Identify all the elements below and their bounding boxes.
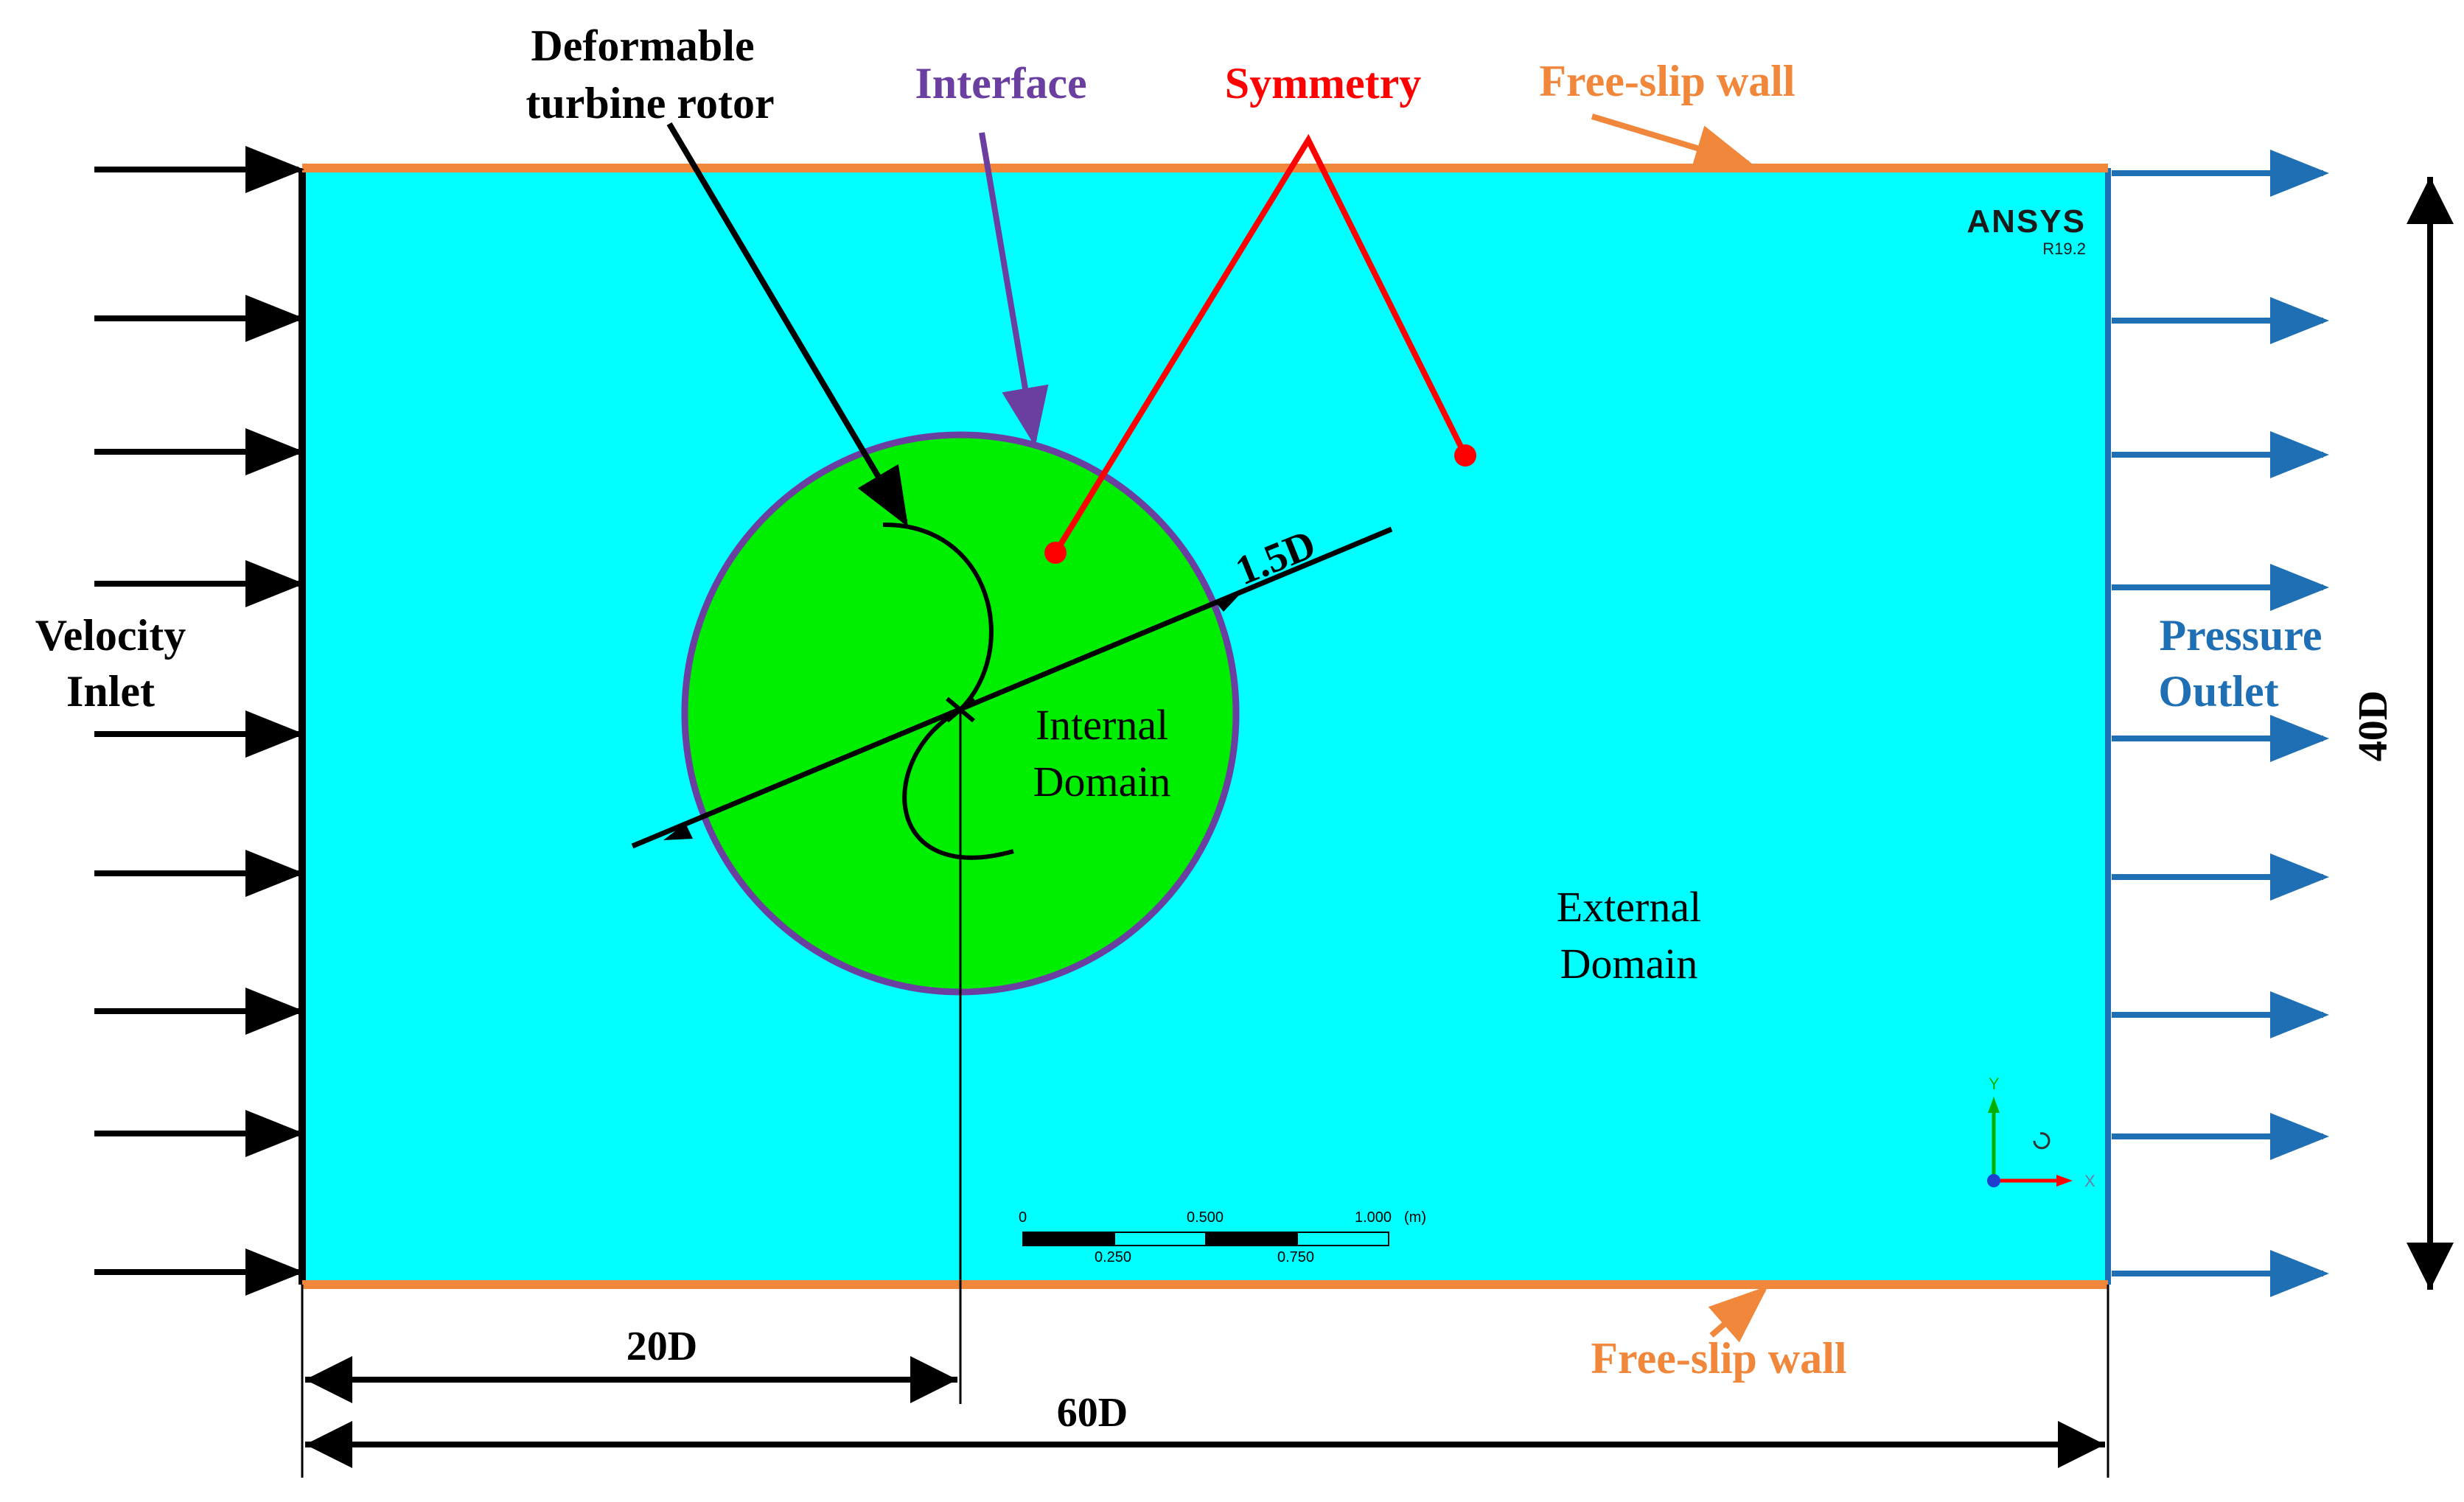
ansys-brand: ANSYS (1966, 203, 2086, 240)
symmetry-leader-line (1053, 133, 1468, 555)
internal-domain-label-line2: Domain (1033, 758, 1171, 806)
triad-y-label: Y (1989, 1075, 2000, 1093)
interface-label: Interface (915, 59, 1086, 108)
scale-bar-segment (1296, 1232, 1389, 1246)
inlet-arrows (94, 146, 304, 1296)
free-slip-bottom-leader (1708, 1285, 1769, 1343)
scale-tick-0500: 0.500 (1187, 1209, 1224, 1226)
interface-leader-line (979, 132, 1049, 447)
symmetry-point-external (1454, 444, 1476, 467)
scale-tick-0250: 0.250 (1095, 1249, 1131, 1265)
scale-bar: 0 0.500 1.000 (m) 0.250 0.750 (1019, 1209, 1426, 1265)
rotor-leader-line (666, 122, 909, 527)
symmetry-leaders (1053, 133, 1468, 555)
outlet-arrows (2112, 150, 2329, 1297)
rotor-blade-upper (882, 522, 994, 712)
external-domain-label-line1: External (1557, 883, 1701, 931)
scale-bar-segment (1205, 1232, 1298, 1246)
triad-rotation-icon (2033, 1132, 2051, 1150)
free-slip-top-leader (1591, 113, 1754, 171)
scale-tick-0: 0 (1019, 1209, 1027, 1226)
scale-bar-segment (1022, 1232, 1115, 1246)
deformable-rotor-label-line2: turbine rotor (526, 79, 774, 128)
velocity-inlet-label-line2: Inlet (66, 667, 155, 716)
deformable-rotor-label-line1: Deformable (531, 21, 754, 70)
scale-tick-1000: 1.000 (1355, 1209, 1392, 1226)
length-dimension-label: 60D (1057, 1390, 1128, 1436)
free-slip-wall-bottom-label: Free-slip wall (1591, 1334, 1846, 1383)
diameter-arrow-right (1216, 588, 1246, 612)
triad-x-arrowhead (2056, 1175, 2073, 1187)
ansys-version: R19.2 (2042, 240, 2086, 258)
scale-tick-0750: 0.750 (1277, 1249, 1314, 1265)
diameter-arrow-left (663, 823, 693, 840)
internal-domain-label-line1: Internal (1036, 701, 1168, 749)
velocity-inlet-label-line1: Velocity (35, 611, 186, 660)
symmetry-label: Symmetry (1225, 59, 1422, 108)
scale-unit: (m) (1404, 1209, 1426, 1226)
external-domain-label-line2: Domain (1560, 940, 1698, 988)
axes-triad: Y X (1987, 1075, 2095, 1190)
scale-bar-segment (1114, 1232, 1207, 1246)
pressure-outlet-label-line1: Pressure (2159, 611, 2322, 660)
height-dimension-label: 40D (2350, 691, 2396, 761)
pressure-outlet-label-line2: Outlet (2158, 667, 2278, 716)
rotor-blade-lower (902, 708, 1014, 860)
symmetry-point-internal (1044, 542, 1067, 564)
free-slip-wall-top-label: Free-slip wall (1539, 57, 1795, 105)
triad-origin (1987, 1174, 2000, 1187)
triad-x-label: X (2084, 1172, 2095, 1190)
diameter-dimension-line (631, 526, 1393, 849)
offset-dimension-label: 20D (627, 1324, 697, 1369)
triad-y-arrowhead (1988, 1097, 2000, 1113)
